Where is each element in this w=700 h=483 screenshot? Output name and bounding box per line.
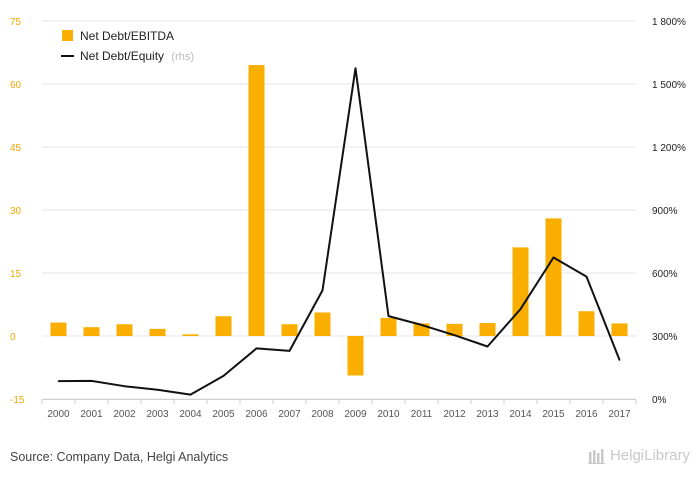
line-point-net-debt-equity <box>57 380 60 382</box>
line-point-net-debt-equity <box>321 289 324 292</box>
bar-net-debt-ebitda <box>248 65 265 336</box>
y-right-tick-label: 600% <box>652 269 678 280</box>
y-right-tick-label: 0% <box>652 395 667 406</box>
bar-net-debt-ebitda <box>611 323 628 336</box>
legend-swatch-ebitda <box>62 30 73 41</box>
x-tick-label: 2008 <box>311 409 334 420</box>
x-tick-label: 2011 <box>411 409 433 420</box>
x-tick-label: 2017 <box>608 409 631 420</box>
x-tick-label: 2004 <box>179 409 202 420</box>
line-point-net-debt-equity <box>585 275 588 278</box>
x-tick-label: 2010 <box>377 409 400 420</box>
x-tick-label: 2015 <box>542 409 565 420</box>
bar-net-debt-ebitda <box>512 247 529 336</box>
y-left-tick-label: 60 <box>10 80 22 91</box>
line-point-net-debt-equity <box>90 380 93 382</box>
bar-net-debt-ebitda <box>116 324 133 336</box>
x-tick-label: 2000 <box>47 409 70 420</box>
legend-label-ebitda: Net Debt/EBITDA <box>80 29 174 43</box>
x-tick-label: 2014 <box>509 409 532 420</box>
brand-name: HelgiLibrary <box>609 447 690 464</box>
x-tick-label: 2007 <box>278 409 301 420</box>
line-point-net-debt-equity <box>453 334 456 336</box>
line-point-net-debt-equity <box>387 315 390 317</box>
line-point-net-debt-equity <box>354 67 357 70</box>
bar-net-debt-ebitda <box>182 334 199 336</box>
y-right-tick-label: 1 200% <box>652 143 686 154</box>
bar-net-debt-ebitda <box>578 311 595 336</box>
gridlines <box>42 20 636 400</box>
line-point-net-debt-equity <box>255 347 258 350</box>
library-icon <box>587 448 605 464</box>
x-tick-label: 2002 <box>113 409 136 420</box>
x-tick-label: 2003 <box>146 409 169 420</box>
y-right-tick-label: 300% <box>652 332 678 343</box>
bar-net-debt-ebitda <box>380 317 397 336</box>
line-point-net-debt-equity <box>189 393 192 396</box>
line-point-net-debt-equity <box>486 345 489 348</box>
x-tick-label: 2005 <box>212 409 235 420</box>
source-note: Source: Company Data, Helgi Analytics <box>10 450 229 464</box>
svg-text:Net Debt/Equity (rhs): Net Debt/Equity (rhs) <box>80 49 194 63</box>
legend-label-equity: Net Debt/Equity <box>80 49 164 63</box>
chart-svg: -15 0 15 30 45 60 75 0% 300% 600% 900% 1 200% 1 500%… <box>10 17 686 420</box>
line-point-net-debt-equity <box>519 308 522 310</box>
line-point-net-debt-equity <box>552 256 555 259</box>
bar-net-debt-ebitda <box>83 327 100 336</box>
bar-net-debt-ebitda <box>314 312 331 336</box>
bar-net-debt-ebitda <box>545 218 562 336</box>
legend-label-equity-note: (rhs) <box>171 51 194 63</box>
y-right-tick-label: 900% <box>652 206 678 217</box>
x-tick-label: 2012 <box>443 409 466 420</box>
bar-net-debt-ebitda <box>479 322 496 336</box>
line-point-net-debt-equity <box>420 324 423 326</box>
line-point-net-debt-equity <box>222 375 225 377</box>
x-tick-label: 2016 <box>575 409 598 420</box>
bar-series <box>50 65 628 376</box>
axes: -15 0 15 30 45 60 75 0% 300% 600% 900% 1 200% 1 500%… <box>10 17 686 420</box>
x-tick-label: 2001 <box>80 409 103 420</box>
y-left-tick-label: 45 <box>10 143 22 154</box>
y-left-tick-label: 0 <box>10 332 16 343</box>
line-point-net-debt-equity <box>288 350 291 352</box>
y-left-tick-label: 75 <box>10 17 22 28</box>
y-left-tick-label: -15 <box>10 395 25 406</box>
x-tick-label: 2006 <box>245 409 268 420</box>
y-right-tick-label: 1 500% <box>652 80 686 91</box>
line-net-debt-equity <box>58 67 621 396</box>
line-point-net-debt-equity <box>618 359 621 361</box>
y-left-tick-label: 15 <box>10 269 22 280</box>
bar-net-debt-ebitda <box>50 322 67 336</box>
bar-net-debt-ebitda <box>281 324 298 336</box>
line-point-net-debt-equity <box>123 385 126 387</box>
bar-net-debt-ebitda <box>347 336 364 376</box>
x-tick-label: 2013 <box>476 409 499 420</box>
line-point-net-debt-equity <box>156 388 159 391</box>
x-tick-label: 2009 <box>344 409 367 420</box>
bar-net-debt-ebitda <box>149 328 166 336</box>
line-series <box>57 67 621 396</box>
legend: Net Debt/EBITDA Net Debt/Equity (rhs) <box>61 29 194 63</box>
brand-logo: HelgiLibrary <box>587 447 690 464</box>
bar-net-debt-ebitda <box>215 316 232 336</box>
y-left-tick-label: 30 <box>10 206 22 217</box>
y-right-tick-label: 1 800% <box>652 17 686 28</box>
